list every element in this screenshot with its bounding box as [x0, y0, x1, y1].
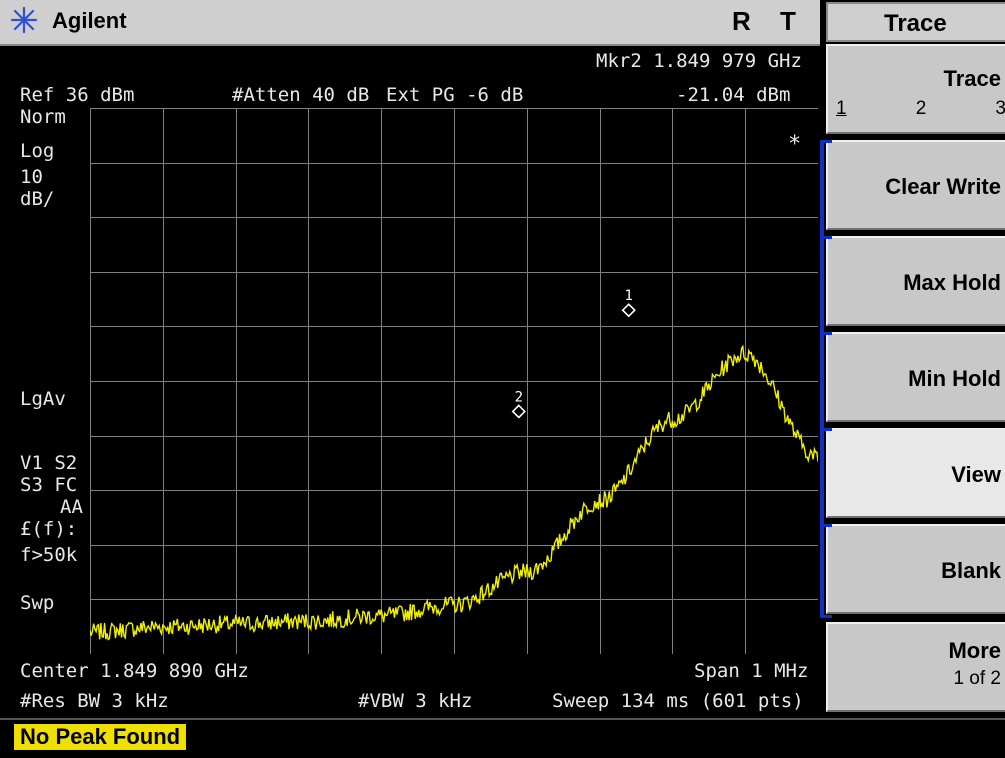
scale-mode: Norm — [20, 106, 66, 128]
more-label: More — [948, 638, 1001, 663]
talk-indicator: T — [780, 6, 796, 36]
marker-1-label: 1 — [625, 288, 633, 304]
star-indicator: * — [788, 132, 802, 157]
blank-label: Blank — [941, 558, 1001, 583]
average-type: LgAv — [20, 388, 66, 410]
trace-option-2: 2 — [915, 98, 927, 119]
scale-div-unit: dB/ — [20, 188, 55, 210]
option-group-bracket — [820, 140, 824, 618]
bracket-tick — [820, 236, 832, 239]
center-frequency: Center 1.849 890 GHz — [20, 660, 249, 682]
marker-2-diamond — [511, 404, 526, 419]
more-page-indicator: 1 of 2 — [953, 668, 1001, 689]
trigger-indicators: V1 S2 — [20, 452, 78, 474]
blank-button[interactable]: Blank — [826, 524, 1005, 614]
clear-write-label: Clear Write — [885, 174, 1001, 199]
frequency-threshold: f>50k — [20, 544, 78, 566]
remote-indicator: R — [732, 6, 751, 36]
sweep-indicator: Swp — [20, 592, 55, 614]
marker-2-label: 2 — [515, 389, 523, 405]
coupling-indicators: S3 FC — [20, 474, 78, 496]
marker-amplitude-readout: -21.04 dBm — [676, 84, 791, 106]
video-bandwidth: #VBW 3 kHz — [358, 690, 473, 712]
max-hold-button[interactable]: Max Hold — [826, 236, 1005, 326]
more-button[interactable]: More 1 of 2 — [826, 622, 1005, 712]
sweep-time: Sweep 134 ms (601 pts) — [552, 690, 804, 712]
brand-name: Agilent — [52, 8, 127, 33]
marker-1-diamond — [621, 303, 636, 318]
bracket-tick — [820, 524, 832, 527]
scale-type: Log — [20, 140, 55, 162]
max-hold-label: Max Hold — [903, 270, 1001, 295]
trace-line — [90, 344, 818, 641]
menu-title: Trace — [826, 2, 1005, 42]
bracket-tick — [820, 428, 832, 431]
bracket-tick — [820, 615, 832, 618]
trace-select-softkey[interactable]: Trace 1 2 3 — [826, 44, 1005, 134]
agilent-logo-icon — [10, 6, 38, 34]
bracket-tick — [820, 332, 832, 335]
view-button[interactable]: View — [826, 428, 1005, 518]
status-message: No Peak Found — [14, 724, 187, 750]
external-pre-gain: Ext PG -6 dB — [386, 84, 524, 106]
clear-write-button[interactable]: Clear Write — [826, 140, 1005, 230]
trace-option-1: 1 — [836, 98, 847, 119]
graticule-svg: 12 — [90, 108, 818, 654]
scale-div-value: 10 — [20, 166, 43, 188]
resolution-bandwidth: #Res BW 3 kHz — [20, 690, 169, 712]
min-hold-button[interactable]: Min Hold — [826, 332, 1005, 422]
trace-select-label: Trace — [943, 66, 1002, 91]
title-bar: Agilent R T — [0, 0, 820, 46]
min-hold-label: Min Hold — [908, 366, 1001, 391]
softkey-panel: Trace Trace 1 2 3 Clear Write Max Hold M… — [820, 0, 1005, 718]
reference-level: Ref 36 dBm — [20, 84, 135, 106]
bracket-tick — [820, 140, 832, 143]
attenuation: #Atten 40 dB — [232, 84, 370, 106]
auto-align-indicator: AA — [60, 496, 83, 518]
view-label: View — [951, 462, 1001, 487]
frequency-span: Span 1 MHz — [694, 660, 809, 682]
marker-frequency-readout: Mkr2 1.849 979 GHz — [596, 50, 802, 72]
trace-option-3: 3 — [995, 98, 1005, 119]
trace-options: 1 2 3 — [836, 98, 1005, 120]
status-bar: No Peak Found — [0, 718, 1005, 758]
correction-indicator: £(f): — [20, 518, 78, 540]
